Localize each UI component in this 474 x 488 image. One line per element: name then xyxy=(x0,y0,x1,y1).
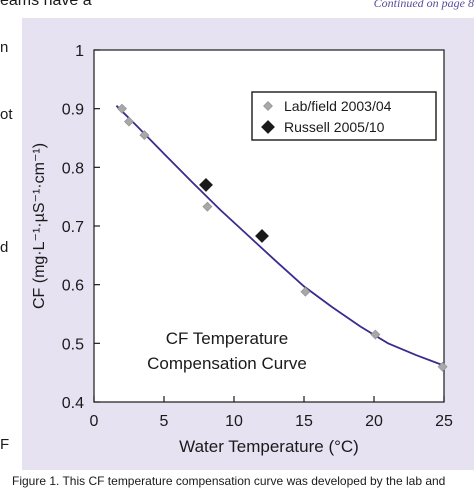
legend: Lab/field 2003/04 Russell 2005/10 xyxy=(251,91,437,141)
russell-point xyxy=(199,178,213,192)
x-tick-label: 20 xyxy=(365,413,383,430)
x-axis-label: Water Temperature (°C) xyxy=(179,437,359,456)
legend-entry: Lab/field 2003/04 xyxy=(284,98,392,114)
continued-note: Continued on page 8 xyxy=(373,0,474,10)
lab-field-point xyxy=(117,103,127,114)
x-tick-label: 0 xyxy=(90,413,99,430)
axes: 0 5 10 15 20 25 0.4 0.5 0.6 0.7 0.8 0.9 1 xyxy=(62,43,453,430)
annotation-line-2: Compensation Curve xyxy=(147,354,307,373)
y-tick-label: 0.7 xyxy=(62,219,84,236)
x-tick-label: 10 xyxy=(225,413,243,430)
legend-box xyxy=(251,91,437,141)
lab-field-point xyxy=(437,361,448,372)
russell-point xyxy=(255,229,269,243)
x-tick-label: 25 xyxy=(435,413,453,430)
compensation-curve-line xyxy=(115,105,445,367)
y-tick-label: 0.5 xyxy=(62,336,84,353)
caption-fragment: Figure 1. This CF temperature compensati… xyxy=(12,474,446,488)
annotation-line-1: CF Temperature xyxy=(166,329,289,348)
lab-field-point xyxy=(124,116,134,127)
lab-field-point xyxy=(139,130,150,140)
legend-marker xyxy=(261,120,275,134)
left-fragment-4: F xyxy=(0,436,10,453)
lab-field-point xyxy=(202,201,213,212)
legend-marker xyxy=(263,101,273,111)
x-tick-label: 5 xyxy=(160,413,169,430)
left-fragment-1: n xyxy=(0,39,9,56)
cf-temperature-chart: 0 5 10 15 20 25 0.4 0.5 0.6 0.7 0.8 0.9 1 Lab/field … xyxy=(22,18,474,470)
y-axis-label: CF (mg·L⁻¹·µS⁻¹·cm⁻¹) xyxy=(31,143,48,309)
y-tick-label: 0.9 xyxy=(62,102,84,119)
data-points xyxy=(117,103,448,372)
left-fragment-3: d xyxy=(0,239,9,256)
legend-entry: Russell 2005/10 xyxy=(284,119,385,135)
y-tick-label: 0.6 xyxy=(62,278,84,295)
y-tick-label: 0.8 xyxy=(62,160,84,177)
lab-field-point xyxy=(370,329,381,340)
x-tick-label: 15 xyxy=(295,413,313,430)
y-tick-label: 0.4 xyxy=(62,395,84,412)
text-fragment-top: eams have a xyxy=(0,0,92,9)
left-fragment-2: ot xyxy=(0,106,13,123)
lab-field-point xyxy=(300,286,311,297)
y-tick-label: 1 xyxy=(75,43,84,60)
